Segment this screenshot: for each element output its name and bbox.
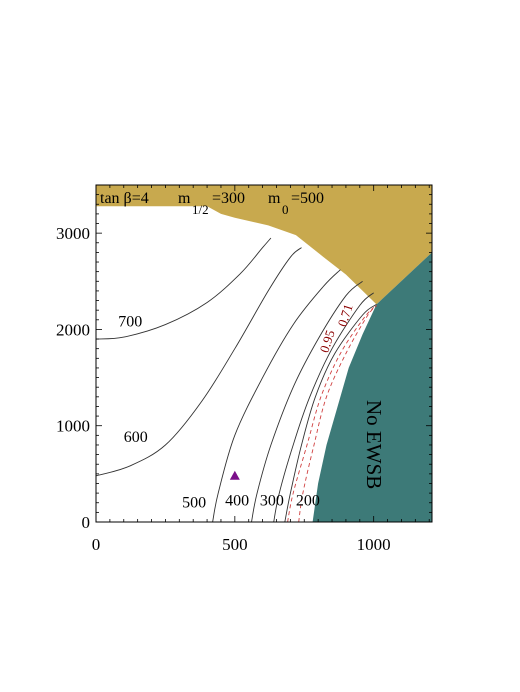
title-m12-val: =300 (212, 190, 245, 207)
contour-line-600 (96, 247, 302, 477)
contour-label-400: 400 (225, 493, 249, 510)
contour-line-300 (273, 292, 375, 522)
contour-label-700: 700 (118, 314, 142, 331)
region-label-no-ewsb: No EWSB (362, 400, 386, 489)
title-m0-val: =500 (291, 190, 324, 207)
plot-frame (95, 184, 433, 523)
title-tanb: tan β=4 (100, 190, 149, 207)
regions (96, 185, 432, 522)
dashed-contour-0.71 (298, 305, 377, 522)
y-tick-label: 1000 (56, 417, 90, 436)
benchmark-marker (229, 470, 240, 480)
title-m12-sub: 1/2 (192, 202, 209, 217)
y-tick-label: 0 (82, 513, 91, 532)
contour-label-300: 300 (260, 493, 284, 510)
dashed-contours (229, 305, 377, 522)
title-m0-base: m (268, 190, 281, 207)
contour-line-400 (251, 280, 363, 522)
y-tick-label: 2000 (56, 320, 90, 339)
dashed-contour-0.95 (287, 306, 375, 522)
contour-line-200 (284, 304, 377, 522)
x-tick-label: 0 (92, 535, 101, 554)
contour-label-0.95: 0.95 (316, 328, 337, 354)
x-tick-label: 1000 (357, 535, 391, 554)
contour-line-700 (96, 237, 272, 340)
contour-labels: 700 600 500 400 300 200 0.950.71 (118, 302, 356, 511)
excluded-region-top (96, 185, 432, 305)
contour-label-500: 500 (182, 495, 206, 512)
y-tick-label: 3000 (56, 224, 90, 243)
contour-line-500 (212, 269, 341, 522)
title-m0-sub: 0 (282, 202, 289, 217)
contour-label-600: 600 (124, 429, 148, 446)
contours (96, 237, 377, 522)
no-ewsb-region (312, 252, 432, 522)
contour-label-200: 200 (296, 493, 320, 510)
contour-label-0.71: 0.71 (335, 302, 356, 328)
title-m12-base: m (178, 190, 191, 207)
x-tick-label: 500 (222, 535, 248, 554)
